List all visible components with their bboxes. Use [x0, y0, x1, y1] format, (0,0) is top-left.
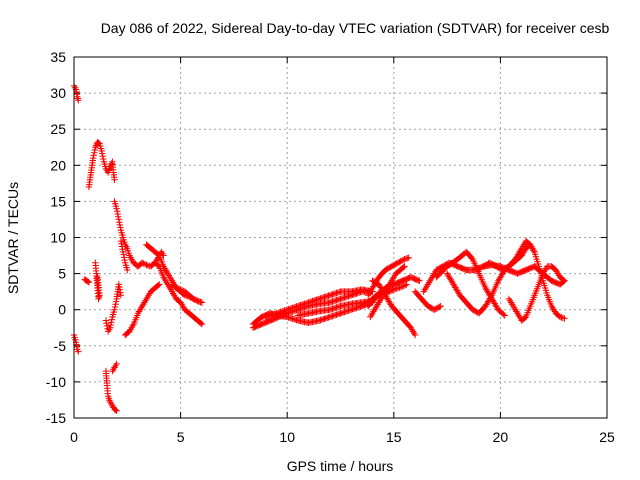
- series-trace-10: [117, 237, 131, 274]
- point-markers: [109, 360, 120, 375]
- x-tick-label: 10: [279, 429, 295, 445]
- plot-frame: [73, 56, 608, 419]
- series-trace-08: [109, 360, 120, 375]
- series-trace-11: [122, 281, 163, 339]
- point-markers: [480, 237, 568, 322]
- point-markers: [92, 259, 103, 303]
- y-tick-label: -5: [54, 338, 67, 354]
- y-tick-label: -15: [46, 410, 66, 426]
- y-tick-label: 15: [50, 193, 66, 209]
- y-tick-label: -10: [46, 374, 66, 390]
- series-trace-04: [85, 139, 118, 191]
- point-markers: [505, 263, 568, 324]
- x-axis-label: GPS time / hours: [287, 458, 394, 474]
- series-trace-28: [480, 237, 568, 322]
- series-trace-05: [92, 259, 103, 303]
- y-tick-label: 20: [50, 157, 66, 173]
- point-markers: [102, 367, 120, 414]
- x-tick-label: 20: [493, 429, 509, 445]
- point-markers: [122, 281, 163, 339]
- point-markers: [369, 277, 419, 339]
- point-markers: [411, 288, 444, 313]
- series-trace-03: [81, 276, 93, 286]
- chart-title: Day 086 of 2022, Sidereal Day-to-day VTE…: [101, 20, 610, 36]
- point-markers: [151, 259, 206, 328]
- y-tick-label: 25: [50, 121, 66, 137]
- y-tick-label: 35: [50, 49, 66, 65]
- grid: [74, 57, 607, 418]
- x-tick-label: 0: [70, 429, 78, 445]
- point-markers: [168, 281, 206, 306]
- point-markers: [117, 237, 131, 274]
- series-trace-24: [411, 288, 444, 313]
- data-points: [70, 82, 568, 414]
- point-markers: [367, 263, 408, 321]
- y-tick-label: 10: [50, 230, 66, 246]
- point-markers: [262, 286, 376, 321]
- y-tick-label: 0: [58, 302, 66, 318]
- y-tick-label: 30: [50, 85, 66, 101]
- x-tick-label: 5: [177, 429, 185, 445]
- y-tick-label: 5: [58, 266, 66, 282]
- point-markers: [85, 139, 118, 191]
- point-markers: [102, 281, 125, 335]
- x-tick-label: 15: [386, 429, 402, 445]
- series-trace-06: [102, 281, 125, 335]
- series-trace-17: [262, 286, 376, 321]
- series-trace-07: [102, 367, 120, 414]
- series-trace-14: [168, 281, 206, 306]
- series-trace-13: [151, 259, 206, 328]
- series-trace-23: [369, 277, 419, 339]
- series-trace-29: [505, 263, 568, 324]
- point-markers: [81, 276, 93, 286]
- x-tick-label: 25: [599, 429, 615, 445]
- series-trace-22: [367, 263, 408, 321]
- y-axis-label: SDTVAR / TECUs: [5, 182, 21, 294]
